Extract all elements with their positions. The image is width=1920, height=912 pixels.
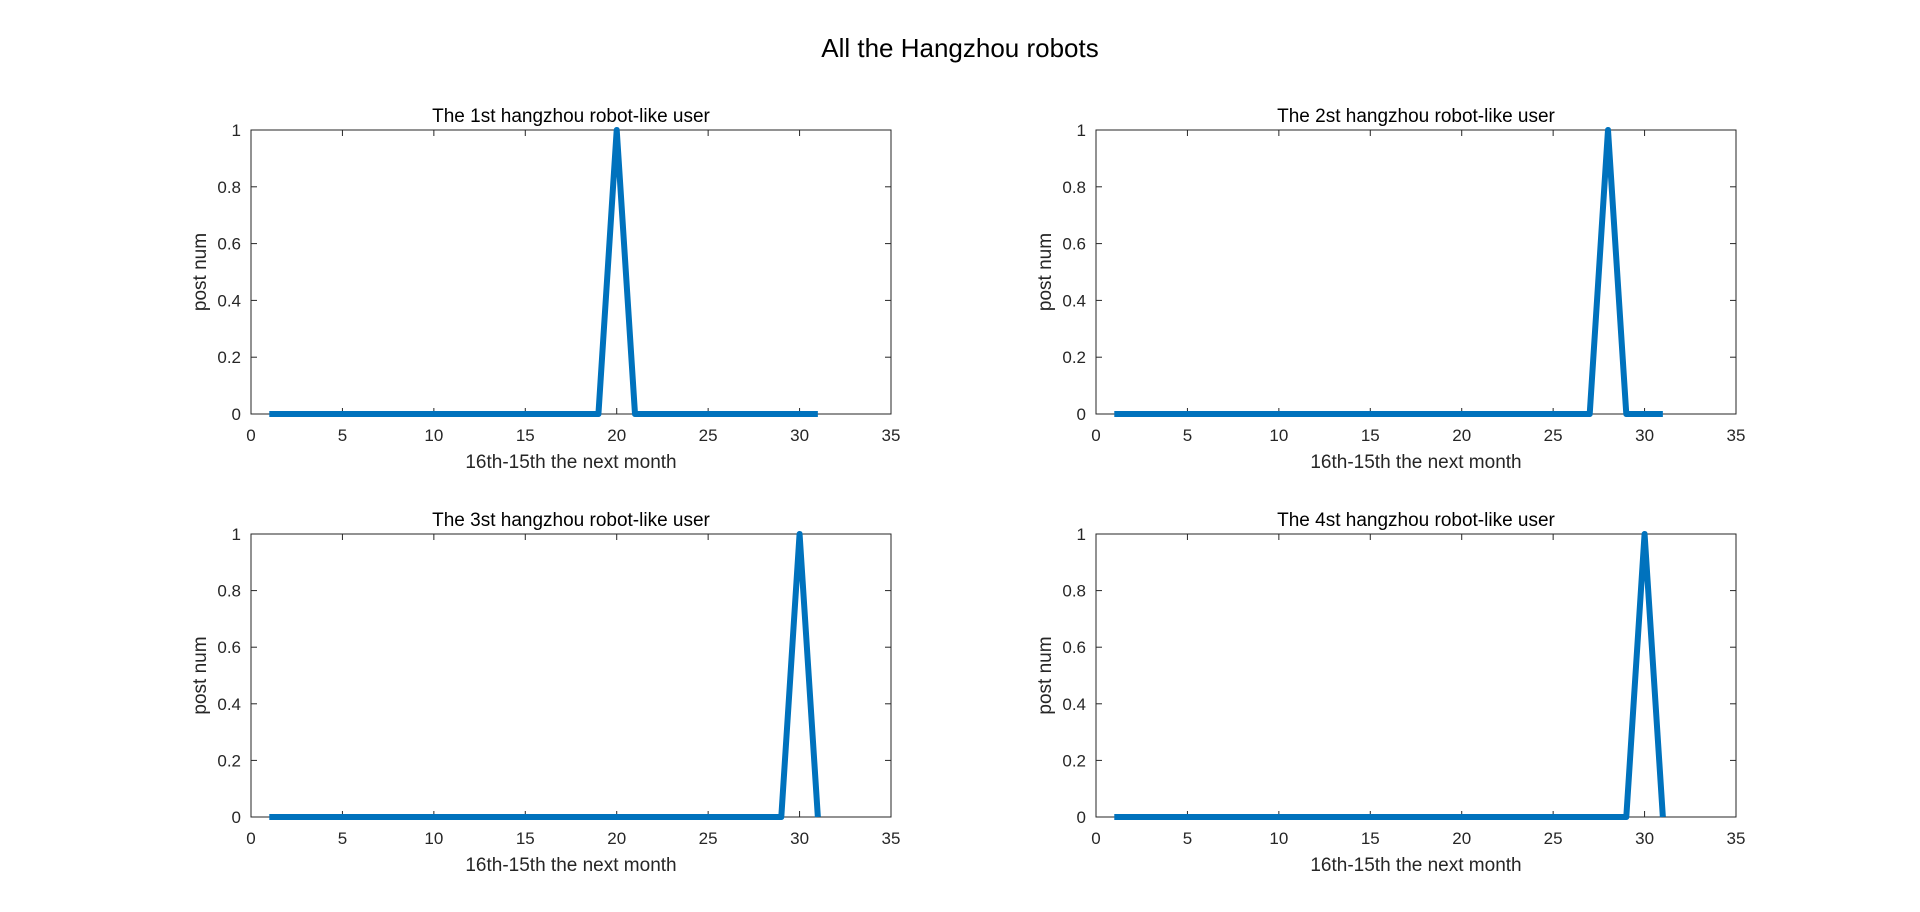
y-tick-label: 0.4 — [1062, 695, 1086, 714]
y-tick-label: 0.2 — [217, 751, 241, 770]
x-tick-label: 35 — [1727, 426, 1746, 445]
x-tick-label: 35 — [882, 829, 901, 848]
x-tick-label: 5 — [338, 426, 347, 445]
y-tick-label: 0.4 — [1062, 291, 1086, 310]
subplot-title: The 3st hangzhou robot-like user — [432, 510, 710, 531]
x-tick-label: 25 — [699, 426, 718, 445]
y-tick-label: 0.4 — [217, 695, 241, 714]
x-axis-label: 16th-15th the next month — [465, 452, 676, 473]
x-tick-label: 15 — [1361, 426, 1380, 445]
x-tick-label: 25 — [1544, 426, 1563, 445]
x-axis-label: 16th-15th the next month — [1310, 452, 1521, 473]
x-tick-label: 5 — [338, 829, 347, 848]
y-tick-label: 1 — [232, 121, 241, 140]
subplot-title: The 2st hangzhou robot-like user — [1277, 106, 1555, 127]
y-tick-label: 0.8 — [1062, 582, 1086, 601]
x-tick-label: 0 — [246, 426, 255, 445]
x-tick-label: 35 — [1727, 829, 1746, 848]
x-tick-label: 25 — [699, 829, 718, 848]
y-axis-label: post num — [1035, 233, 1056, 311]
x-tick-label: 25 — [1544, 829, 1563, 848]
y-tick-label: 0 — [1077, 405, 1086, 424]
x-tick-label: 15 — [1361, 829, 1380, 848]
y-tick-label: 0.6 — [1062, 235, 1086, 254]
y-axis-label: post num — [1035, 636, 1056, 714]
x-tick-label: 30 — [790, 829, 809, 848]
y-tick-label: 0.8 — [217, 178, 241, 197]
x-tick-label: 10 — [1269, 426, 1288, 445]
x-tick-label: 10 — [1269, 829, 1288, 848]
y-axis-label: post num — [190, 636, 211, 714]
axes-box — [250, 129, 892, 415]
y-tick-label: 1 — [1077, 525, 1086, 544]
y-tick-label: 0.2 — [217, 348, 241, 367]
y-axis-label: post num — [190, 233, 211, 311]
y-tick-label: 0.8 — [1062, 178, 1086, 197]
x-tick-label: 20 — [607, 829, 626, 848]
x-tick-label: 0 — [1091, 829, 1100, 848]
axes-box — [1095, 129, 1737, 415]
y-tick-label: 0.4 — [217, 291, 241, 310]
figure-suptitle: All the Hangzhou robots — [821, 33, 1099, 63]
y-tick-label: 0.6 — [1062, 638, 1086, 657]
x-tick-label: 5 — [1183, 426, 1192, 445]
y-tick-label: 0.6 — [217, 638, 241, 657]
x-tick-label: 35 — [882, 426, 901, 445]
x-tick-label: 5 — [1183, 829, 1192, 848]
y-tick-label: 0 — [1077, 808, 1086, 827]
x-tick-label: 30 — [790, 426, 809, 445]
y-tick-label: 0 — [232, 405, 241, 424]
y-tick-label: 0 — [232, 808, 241, 827]
x-tick-label: 20 — [1452, 829, 1471, 848]
x-tick-label: 0 — [1091, 426, 1100, 445]
x-tick-label: 20 — [1452, 426, 1471, 445]
x-tick-label: 30 — [1635, 829, 1654, 848]
y-tick-label: 0.2 — [1062, 751, 1086, 770]
x-tick-label: 20 — [607, 426, 626, 445]
x-tick-label: 15 — [516, 829, 535, 848]
x-tick-label: 30 — [1635, 426, 1654, 445]
x-axis-label: 16th-15th the next month — [465, 855, 676, 876]
x-tick-label: 15 — [516, 426, 535, 445]
y-tick-label: 0.8 — [217, 582, 241, 601]
y-tick-label: 1 — [1077, 121, 1086, 140]
x-axis-label: 16th-15th the next month — [1310, 855, 1521, 876]
x-tick-label: 10 — [424, 426, 443, 445]
subplot-title: The 4st hangzhou robot-like user — [1277, 510, 1555, 531]
y-tick-label: 1 — [232, 525, 241, 544]
y-tick-label: 0.2 — [1062, 348, 1086, 367]
y-tick-label: 0.6 — [217, 235, 241, 254]
x-tick-label: 0 — [246, 829, 255, 848]
subplot-title: The 1st hangzhou robot-like user — [432, 106, 710, 127]
x-tick-label: 10 — [424, 829, 443, 848]
